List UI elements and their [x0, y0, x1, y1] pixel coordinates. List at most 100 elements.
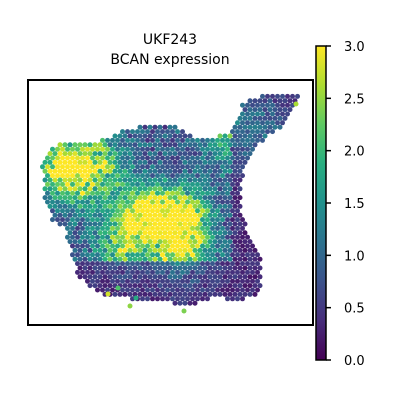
spot	[115, 173, 120, 179]
spot	[57, 159, 63, 165]
spot	[107, 239, 113, 245]
spot	[195, 269, 200, 275]
spot	[150, 199, 155, 205]
spot	[165, 199, 170, 205]
colorbar-tick-label: 1.0	[344, 249, 365, 264]
spot	[172, 151, 178, 157]
spot	[202, 247, 208, 253]
spot	[180, 137, 185, 143]
spot	[142, 133, 148, 139]
spot	[77, 212, 83, 218]
spot	[147, 265, 153, 271]
spot	[122, 151, 128, 157]
spot	[215, 199, 220, 205]
spot	[95, 278, 100, 284]
spot	[237, 247, 243, 253]
spot	[207, 265, 213, 271]
spot	[55, 199, 60, 205]
spot	[185, 243, 190, 249]
spot	[185, 252, 190, 258]
spot	[172, 212, 178, 218]
spot	[55, 190, 60, 196]
spot	[250, 137, 255, 143]
spot	[135, 269, 140, 275]
spot	[252, 283, 258, 289]
spot	[142, 124, 148, 130]
spot	[162, 265, 168, 271]
spot	[95, 199, 100, 205]
spot	[245, 261, 250, 267]
spot	[225, 164, 230, 170]
spot	[250, 111, 255, 117]
spot	[240, 217, 245, 223]
spot	[255, 287, 260, 293]
spot	[117, 247, 123, 253]
spot	[180, 164, 185, 170]
spot	[210, 146, 215, 152]
spot	[152, 239, 158, 245]
spot	[75, 208, 80, 214]
spot	[157, 283, 163, 289]
spot	[165, 261, 170, 267]
spot	[97, 177, 103, 183]
spot	[162, 247, 168, 253]
spot	[182, 203, 188, 209]
spot	[185, 261, 190, 267]
spot	[247, 274, 253, 280]
spot	[202, 177, 208, 183]
spot	[100, 269, 105, 275]
spot	[200, 252, 205, 258]
spot	[157, 151, 163, 157]
spot	[62, 221, 68, 227]
spot	[112, 177, 118, 183]
spot	[190, 261, 195, 267]
spot	[140, 278, 145, 284]
spot	[245, 102, 250, 108]
spot	[227, 256, 233, 262]
spot	[181, 308, 187, 314]
spot	[242, 274, 248, 280]
spot	[225, 146, 230, 152]
spot	[247, 107, 253, 113]
spot	[65, 146, 70, 152]
spot	[242, 283, 248, 289]
spot	[232, 203, 238, 209]
spot	[245, 120, 250, 126]
spot	[200, 173, 205, 179]
spot	[212, 212, 218, 218]
spot	[140, 296, 145, 302]
spot	[157, 274, 163, 280]
spot	[212, 265, 218, 271]
spot	[177, 265, 183, 271]
spot	[160, 190, 165, 196]
spot	[172, 195, 178, 201]
spot	[167, 265, 173, 271]
spot	[200, 164, 205, 170]
spot	[140, 146, 145, 152]
spot	[240, 146, 245, 152]
spot	[177, 221, 183, 227]
spot	[117, 168, 123, 174]
spot	[255, 102, 260, 108]
spot	[210, 217, 215, 223]
spot	[122, 142, 128, 148]
spot	[157, 168, 163, 174]
spot	[187, 195, 193, 201]
spot	[220, 190, 225, 196]
spot	[225, 234, 230, 240]
spot	[65, 190, 70, 196]
spot	[232, 177, 238, 183]
spot	[170, 146, 175, 152]
spot	[285, 111, 290, 117]
spot	[125, 261, 130, 267]
spot	[225, 261, 230, 267]
spot	[100, 287, 105, 293]
spot	[140, 137, 145, 143]
spot	[65, 208, 70, 214]
spot	[230, 287, 235, 293]
spot	[185, 296, 190, 302]
spot	[190, 287, 195, 293]
spot	[152, 133, 158, 139]
spot	[230, 199, 235, 205]
spot	[200, 217, 205, 223]
